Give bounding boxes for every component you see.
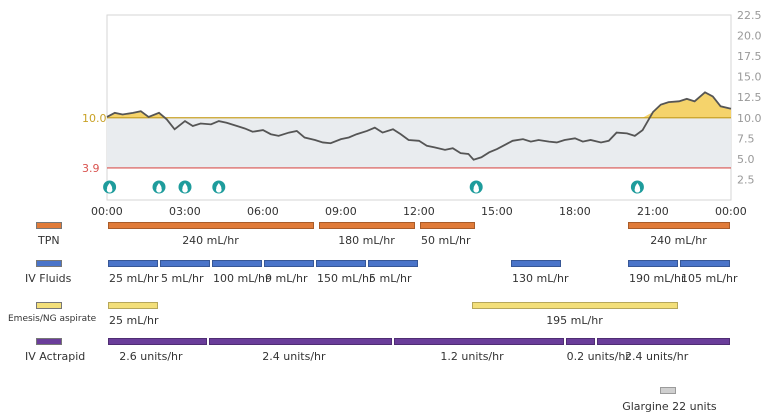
x-tick-label: 09:00 (325, 205, 357, 218)
drop-marker-icon[interactable] (103, 180, 117, 194)
infusion-bar[interactable] (108, 260, 158, 267)
y-tick-label: 22.5 (737, 9, 762, 22)
row-legend-swatch (36, 222, 62, 229)
y-tick-label: 10.0 (737, 112, 762, 125)
infusion-bar[interactable] (368, 260, 418, 267)
x-tick-label: 12:00 (403, 205, 435, 218)
y-tick-label: 20.0 (737, 30, 762, 43)
low-threshold-label: 3.9 (82, 162, 100, 175)
infusion-bar[interactable] (394, 338, 564, 345)
infusion-rate-label: 130 mL/hr (512, 272, 569, 285)
infusion-rate-label: 240 mL/hr (650, 234, 707, 247)
drop-marker-icon[interactable] (212, 180, 226, 194)
infusion-rate-label: 2.4 units/hr (625, 350, 689, 363)
x-tick-label: 15:00 (481, 205, 513, 218)
infusion-bar[interactable] (420, 222, 476, 229)
x-tick-label: 03:00 (169, 205, 201, 218)
row-legend-swatch (36, 302, 62, 309)
above-target-fill (107, 92, 731, 118)
x-tick-label: 18:00 (559, 205, 591, 218)
infusion-rate-label: 1.2 units/hr (440, 350, 504, 363)
x-tick-label: 00:00 (715, 205, 747, 218)
plot-frame (106, 14, 732, 201)
infusion-rate-label: 180 mL/hr (338, 234, 395, 247)
infusion-rate-label: 25 mL/hr (109, 314, 159, 327)
infusion-bar[interactable] (628, 260, 678, 267)
infusion-rate-label: 0.2 units/hr (566, 350, 630, 363)
infusion-bar[interactable] (212, 260, 262, 267)
infusion-bar[interactable] (316, 260, 366, 267)
infusion-rate-label: 50 mL/hr (421, 234, 471, 247)
infusion-bar[interactable] (264, 260, 314, 267)
infusion-rate-label: 240 mL/hr (182, 234, 239, 247)
y-tick-label: 17.5 (737, 50, 762, 63)
glucose-line (106, 91, 732, 161)
infusion-rate-label: 150 mL/hr (317, 272, 374, 285)
y-tick-label: 2.5 (737, 173, 755, 186)
x-tick-label: 21:00 (637, 205, 669, 218)
infusion-rate-label: 25 mL/hr (109, 272, 159, 285)
infusion-rate-label: 2.6 units/hr (119, 350, 183, 363)
infusion-rate-label: 190 mL/hr (629, 272, 686, 285)
infusion-bar[interactable] (108, 222, 314, 229)
drop-marker-icon[interactable] (178, 180, 192, 194)
y-tick-label: 12.5 (737, 91, 762, 104)
y-tick-label: 5.0 (737, 153, 755, 166)
row-label: TPN (38, 234, 60, 247)
row-label: IV Actrapid (25, 350, 86, 363)
infusion-bar[interactable] (472, 302, 678, 309)
drop-marker-icon[interactable] (152, 180, 166, 194)
row-label: Emesis/NG aspirate (8, 314, 97, 324)
y-tick-label: 15.0 (737, 71, 762, 84)
row-legend-swatch (36, 338, 62, 345)
drop-marker-icon[interactable] (469, 180, 483, 194)
infusion-bar[interactable] (318, 222, 416, 229)
x-tick-label: 06:00 (247, 205, 279, 218)
infusion-rate-label: 100 mL/hr (213, 272, 270, 285)
glargine-marker[interactable] (660, 387, 677, 394)
row-legend-swatch (36, 260, 62, 267)
infusion-bar[interactable] (108, 338, 208, 345)
infusion-rate-label: 105 mL/hr (681, 272, 738, 285)
infusion-bar[interactable] (628, 222, 730, 229)
infusion-rate-label: 195 mL/hr (546, 314, 603, 327)
infusion-bar[interactable] (680, 260, 730, 267)
infusion-bar[interactable] (565, 338, 595, 345)
high-threshold-label: 10.0 (82, 112, 107, 125)
infusion-bar[interactable] (596, 338, 730, 345)
infusion-rate-label: 5 mL/hr (369, 272, 412, 285)
target-band (107, 117, 731, 168)
x-tick-label: 00:00 (91, 205, 123, 218)
infusion-bar[interactable] (209, 338, 392, 345)
infusion-rate-label: 2.4 units/hr (262, 350, 326, 363)
infusion-bar[interactable] (108, 302, 158, 309)
infusion-bar[interactable] (160, 260, 210, 267)
infusion-rate-label: 9 mL/hr (265, 272, 308, 285)
glucose-chart: 22.5 20.0 17.5 15.0 12.5 10.0 7.5 5.0 2.5 10.0 3.9 (82, 9, 762, 201)
drop-marker-icon[interactable] (630, 180, 644, 194)
y-tick-label: 7.5 (737, 132, 755, 145)
infusion-bar[interactable] (511, 260, 561, 267)
row-label: IV Fluids (25, 272, 72, 285)
infusion-rate-label: 5 mL/hr (161, 272, 204, 285)
glargine-label: Glargine 22 units (622, 400, 717, 413)
